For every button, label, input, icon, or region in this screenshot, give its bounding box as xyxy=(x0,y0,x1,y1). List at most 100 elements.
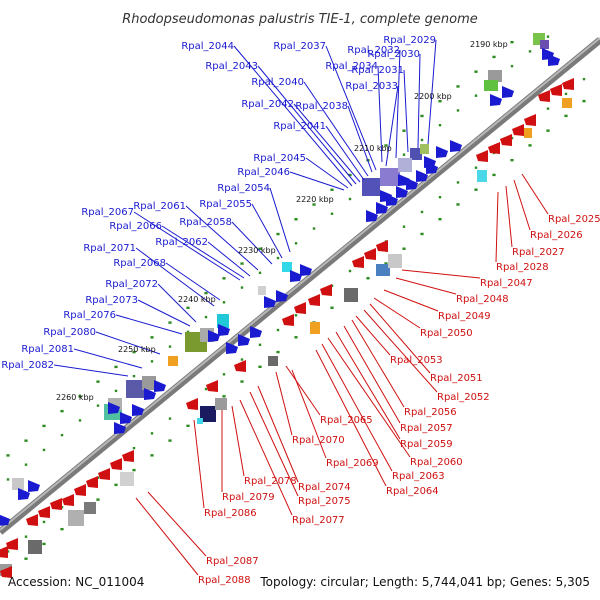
gene-arrows xyxy=(0,48,574,578)
reverse-gene-label: Rpal_2065 xyxy=(320,415,373,426)
reverse-gene-arrow xyxy=(74,484,86,496)
feature-block xyxy=(410,148,422,160)
scale-dot xyxy=(222,373,226,376)
scale-dot xyxy=(186,306,190,310)
reverse-gene-label: Rpal_2025 xyxy=(548,214,600,225)
feature-block xyxy=(12,478,24,490)
reverse-gene-label: Rpal_2087 xyxy=(206,556,259,567)
forward-gene-label: Rpal_2046 xyxy=(237,167,290,178)
scale-dot xyxy=(384,144,388,147)
forward-leader-line xyxy=(257,65,357,185)
scale-dot xyxy=(222,395,226,398)
scale-dot xyxy=(78,419,82,422)
scale-dot xyxy=(24,535,28,538)
scale-dot xyxy=(438,124,442,127)
reverse-gene-label: Rpal_2057 xyxy=(400,423,453,434)
forward-leader-line xyxy=(137,299,191,327)
forward-gene-arrow xyxy=(18,488,30,500)
feature-block xyxy=(217,314,229,328)
scale-dot xyxy=(132,350,136,354)
forward-gene-label: Rpal_2080 xyxy=(43,327,96,338)
reverse-gene-arrow xyxy=(364,248,376,260)
forward-gene-label: Rpal_2055 xyxy=(199,199,252,210)
scale-dot xyxy=(420,138,424,142)
scale-dot xyxy=(276,256,280,260)
forward-leader-line xyxy=(185,205,259,271)
feature-block xyxy=(376,264,390,276)
reverse-leader-line xyxy=(373,297,421,329)
kbp-tick-label: 2250 kbp xyxy=(118,345,156,354)
gene-labels: Rpal_2029 Rpal_2030 Rpal_2031 Rpal_2032 Rpal… xyxy=(1,35,600,586)
forward-gene-arrow xyxy=(108,402,120,414)
genome-backbone-highlight xyxy=(0,37,600,531)
feature-block xyxy=(268,356,278,366)
forward-leader-line xyxy=(165,262,221,301)
reverse-gene-label: Rpal_2074 xyxy=(298,482,351,493)
scale-dot xyxy=(456,85,460,88)
scale-dot xyxy=(348,173,352,177)
forward-gene-label: Rpal_2068 xyxy=(113,258,166,269)
scale-dot xyxy=(402,153,406,156)
scale-dot xyxy=(276,232,280,236)
feature-block xyxy=(488,70,502,82)
forward-gene-arrow xyxy=(290,270,302,282)
feature-block xyxy=(484,80,498,91)
reverse-gene-label: Rpal_2050 xyxy=(420,328,473,339)
scale-dot xyxy=(114,483,118,487)
scale-dot xyxy=(492,173,496,177)
scale-dot xyxy=(186,330,190,334)
scale-dot xyxy=(330,306,334,309)
scale-dot xyxy=(474,94,478,97)
scale-dot xyxy=(402,247,406,250)
scale-dot xyxy=(456,181,460,184)
scale-dot xyxy=(132,468,136,472)
feature-block xyxy=(200,406,216,422)
kbp-tick-label: 2240 kbp xyxy=(178,295,216,304)
reverse-leader-line xyxy=(355,315,391,356)
reverse-gene-arrow xyxy=(234,360,246,372)
scale-dot xyxy=(294,242,298,245)
scale-dot xyxy=(420,232,424,236)
feature-block xyxy=(524,128,532,138)
forward-gene-arrow xyxy=(114,422,126,434)
genome-summary-text: Topology: circular; Length: 5,744,041 bp… xyxy=(259,575,590,589)
reverse-gene-label: Rpal_2064 xyxy=(386,486,439,497)
forward-gene-arrow xyxy=(502,86,514,98)
scale-dot xyxy=(510,158,514,162)
kbp-tick-label: 2230 kbp xyxy=(238,246,276,255)
forward-gene-label: Rpal_2061 xyxy=(133,201,186,212)
forward-gene-arrow xyxy=(436,146,448,158)
forward-gene-label: Rpal_2041 xyxy=(273,121,326,132)
scale-dot xyxy=(6,454,10,457)
reverse-gene-arrow xyxy=(550,84,562,96)
feature-block xyxy=(344,288,358,302)
reverse-gene-arrow xyxy=(308,294,320,306)
scale-dot xyxy=(330,212,334,215)
forward-gene-label: Rpal_2071 xyxy=(83,243,136,254)
reverse-leader-line xyxy=(343,325,401,424)
forward-gene-arrow xyxy=(276,290,288,302)
forward-gene-arrow xyxy=(208,330,220,342)
scale-dot xyxy=(258,343,262,346)
reverse-leader-line xyxy=(369,303,431,374)
scale-dot xyxy=(258,247,262,250)
reverse-gene-arrow xyxy=(500,134,512,146)
forward-gene-arrow xyxy=(398,174,410,186)
scale-dot xyxy=(204,291,208,295)
scale-dot xyxy=(402,129,406,132)
forward-gene-arrow xyxy=(154,380,166,392)
reverse-leader-line xyxy=(315,349,387,487)
reverse-gene-arrow xyxy=(538,90,550,102)
scale-dot xyxy=(96,404,100,407)
scale-dot xyxy=(528,144,532,147)
feature-block xyxy=(477,170,487,182)
scale-dot xyxy=(150,454,154,457)
reverse-gene-label: Rpal_2028 xyxy=(496,262,549,273)
scale-dot xyxy=(240,286,244,289)
kbp-tick-label: 2260 kbp xyxy=(56,393,94,402)
scale-dot xyxy=(438,196,442,199)
kbp-tick-label: 2200 kbp xyxy=(414,92,452,101)
forward-leader-line xyxy=(95,331,161,355)
scale-dot xyxy=(168,345,172,348)
scale-dot xyxy=(510,64,514,68)
